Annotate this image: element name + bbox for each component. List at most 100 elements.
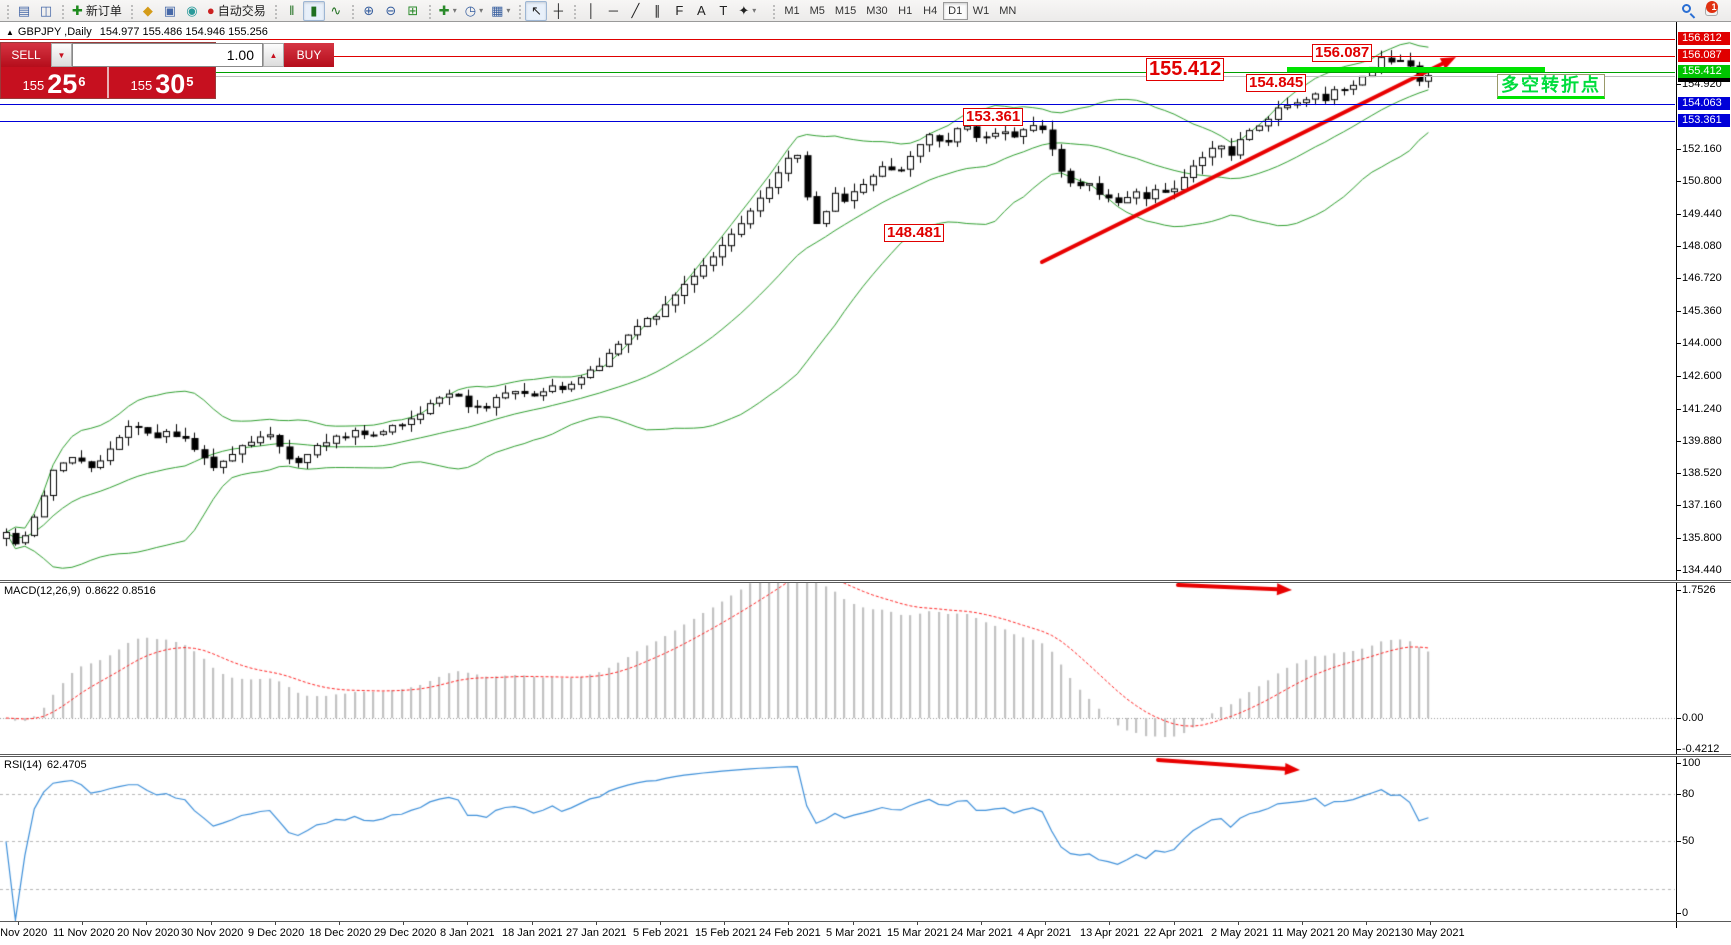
fibonacci-button[interactable]: F [668,1,690,21]
panel-separator[interactable] [0,754,1731,757]
date-tick-label: 29 Dec 2020 [374,927,437,939]
cursor-icon: ↖ [530,3,542,18]
timeframe-m5-button[interactable]: M5 [809,4,825,17]
sell-button[interactable]: SELL [1,43,51,67]
price-chart-canvas[interactable] [0,22,1675,580]
timeframe-w1-button[interactable]: W1 [972,4,990,17]
timeframe-bar: M1 M5 M15 M30 H1 H4 D1 W1 MN [768,1,1021,20]
line-chart-button[interactable]: ∿ [325,1,347,21]
line-chart-icon: ∿ [330,3,342,18]
horizontal-line-button[interactable]: ─ [602,1,624,21]
toolbar-grip [349,2,355,19]
axis-tick-mark [1677,409,1681,410]
toolbar-grip [572,2,578,19]
rsi-panel-canvas[interactable] [0,757,1675,921]
templates-button[interactable]: ▦ ▾ [487,1,514,21]
metaeditor-icon: ▣ [163,3,177,18]
price-tick-label: 134.440 [1682,564,1722,576]
annotation-label[interactable]: 148.481 [884,224,945,242]
axis-tick-mark [1677,149,1681,150]
price-axis[interactable]: 154.920 152.160 150.800 149.440 148.080 146.7… [1676,22,1731,928]
candlestick-chart-button[interactable]: ▮ [302,0,325,21]
buy-price[interactable]: 155 30 5 [130,69,194,99]
vertical-line-button[interactable]: │ [580,1,602,21]
price-tick-label: 142.600 [1682,370,1722,382]
date-tick-mark [1430,921,1431,925]
rsi-label: RSI(14) 62.4705 [4,759,87,771]
profiles-window-button[interactable]: ◫ [35,1,57,21]
equidistant-channel-button[interactable]: ∥ [646,1,668,21]
symbol-period: GBPJPY ,Daily [17,26,92,38]
autotrading-button[interactable]: ● 自动交易 [203,1,270,21]
date-tick-mark [1238,921,1239,925]
timeframe-d1-button[interactable]: D1 [942,1,968,20]
notifications-icon[interactable]: 1 [1705,0,1723,19]
toolbar-grip [60,2,65,19]
arrows-button[interactable]: ✦ ▾ [734,1,760,21]
annotation-label[interactable]: 155.412 [1146,58,1225,81]
annotation-label[interactable]: 多空转折点 [1497,74,1605,99]
price-tick-label: 145.360 [1682,305,1722,317]
new-order-button[interactable]: ✚ 新订单 [68,1,126,21]
buy-button[interactable]: BUY [284,43,334,67]
date-tick-mark [660,921,661,925]
autotrading-label: 自动交易 [217,4,266,18]
timeframe-m15-button[interactable]: M15 [834,4,857,17]
timeframe-m1-button[interactable]: M1 [784,4,800,17]
volume-input[interactable] [72,43,263,67]
zoom-in-button[interactable]: ⊕ [358,1,380,21]
new-chart-window-button[interactable]: ▤ [13,1,35,21]
timeframe-mn-button[interactable]: MN [999,4,1017,17]
axis-tick-mark [1677,343,1681,344]
bar-chart-button[interactable]: ‖ [281,1,303,21]
date-tick-label: 5 Feb 2021 [633,927,689,939]
price-tick-label: 148.080 [1682,240,1722,252]
chevron-down-icon: ▾ [479,6,484,15]
crosshair-button[interactable]: ┼ [547,1,569,21]
date-tick-label: 8 Jan 2021 [440,927,495,939]
price-badge: 154.063 [1678,97,1730,110]
templates-icon: ▦ [491,3,504,18]
metaeditor-button[interactable]: ▣ [159,1,181,21]
crosshair-icon: ┼ [553,3,563,18]
annotation-label[interactable]: 156.087 [1312,44,1373,62]
zoom-out-button[interactable]: ⊖ [380,1,402,21]
date-tick-label: 2 Nov 2020 [0,927,48,939]
volume-decrease-button[interactable]: ▼ [51,43,72,67]
rsi-value: 62.4705 [46,759,87,771]
text-label-icon: T [719,3,728,18]
volume-increase-button[interactable]: ▲ [263,43,284,67]
styler-button[interactable]: ◆ [137,1,159,21]
timeframe-h1-button[interactable]: H1 [898,4,913,17]
price-tick-label: 146.720 [1682,272,1722,284]
indicators-button[interactable]: ✚ ▾ [435,1,461,21]
tile-windows-button[interactable]: ⊞ [402,1,424,21]
sell-price[interactable]: 155 25 6 [1,67,109,98]
timeframe-h4-button[interactable]: H4 [923,4,938,17]
styler-icon: ◆ [142,3,153,18]
periods-icon: ◷ [464,3,477,18]
signals-button[interactable]: ◉ [181,1,203,21]
macd-panel-canvas[interactable] [0,583,1675,754]
panel-separator[interactable] [0,580,1731,583]
date-tick-mark [82,921,83,925]
search-icon[interactable] [1681,3,1697,19]
date-tick-mark [403,921,404,925]
text-label-button[interactable]: T [712,1,734,21]
trendline-button[interactable]: ╱ [624,1,646,21]
date-tick-label: 27 Jan 2021 [566,927,627,939]
timeframe-m30-button[interactable]: M30 [866,4,888,17]
annotation-label[interactable]: 154.845 [1246,74,1307,92]
annotation-label[interactable]: 153.361 [963,108,1024,126]
axis-tick-mark [1677,570,1681,571]
periods-button[interactable]: ◷ ▾ [461,1,487,21]
rsi-tick-label: 0 [1682,907,1689,919]
axis-tick-mark [1677,376,1681,377]
date-tick-label: 2 May 2021 [1211,927,1269,939]
date-tick-mark [1174,921,1175,925]
date-tick-mark [981,921,982,925]
cursor-button[interactable]: ↖ [525,0,548,21]
text-button[interactable]: A [690,1,712,21]
